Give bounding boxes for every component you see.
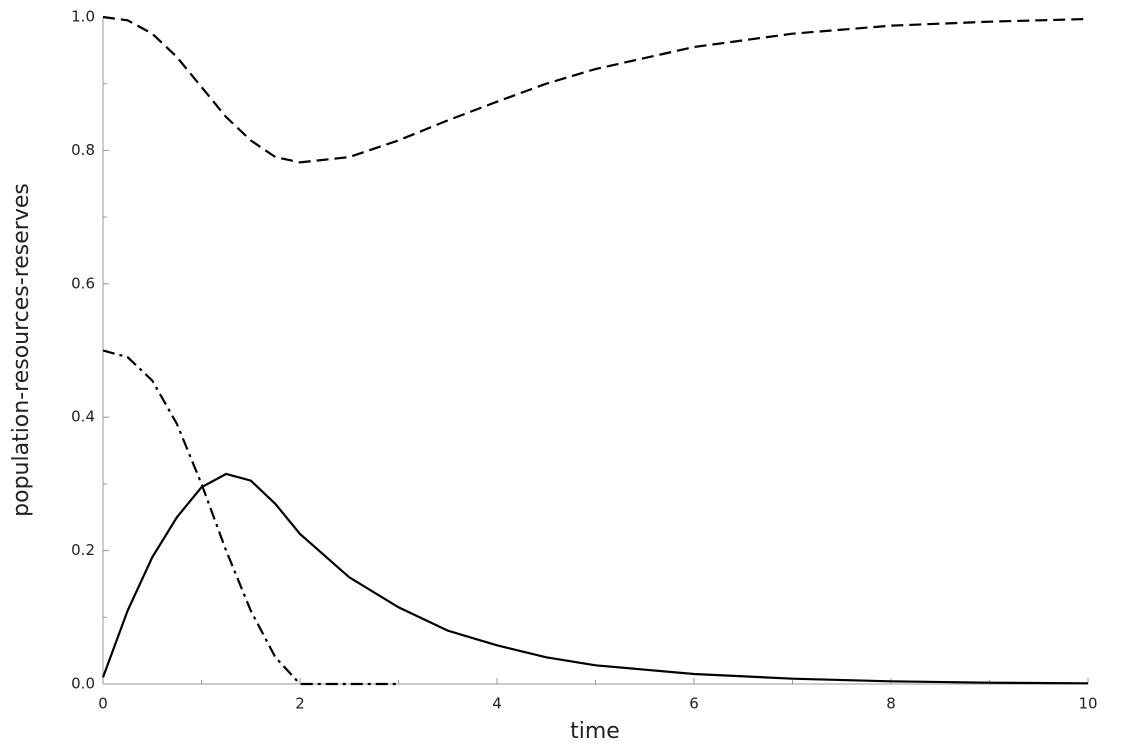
- y-tick-label: 1.0: [71, 8, 95, 26]
- line: [101, 472, 1089, 685]
- line: [102, 349, 399, 686]
- x-tick-label: 2: [295, 695, 305, 713]
- x-axis-label: time: [570, 719, 620, 744]
- y-tick-label: 0.6: [71, 274, 95, 292]
- line: [102, 15, 1089, 164]
- y-axis-label: population-resources-reserves: [9, 183, 34, 517]
- x-tick-label: 0: [98, 695, 108, 713]
- x-tick-label: 10: [1078, 695, 1097, 713]
- y-tick-label: 0.0: [71, 675, 95, 693]
- y-tick-label: 0.8: [71, 141, 95, 159]
- x-tick-label: 4: [492, 695, 502, 713]
- x-tick-label: 6: [689, 695, 699, 713]
- x-tick-label: 8: [886, 695, 896, 713]
- y-tick-label: 0.2: [71, 541, 95, 559]
- y-tick-label: 0.4: [71, 408, 95, 426]
